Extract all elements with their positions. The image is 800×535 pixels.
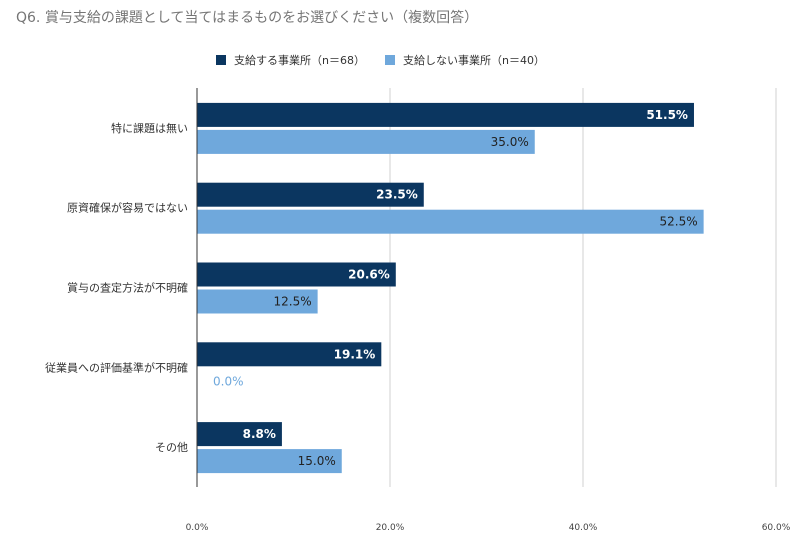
chart-title: Q6. 賞与支給の課題として当てはまるものをお選びください（複数回答） [16, 10, 479, 26]
data-label: 0.0% [213, 374, 244, 388]
bar-series-2 [197, 449, 342, 474]
legend-label: 支給する事業所（n＝68） [234, 54, 365, 67]
legend: 支給する事業所（n＝68） 支給しない事業所（n＝40） [216, 52, 545, 68]
bar-series-1 [197, 262, 396, 287]
data-label: 51.5% [646, 108, 688, 122]
category-label: 従業員への評価基準が不明確 [45, 360, 188, 374]
bar-series-2 [197, 129, 535, 154]
bar-series-1 [197, 102, 694, 127]
bar-series-2 [197, 209, 704, 234]
legend-swatch [216, 55, 226, 65]
bar-series-2 [197, 289, 318, 314]
bar-series-1 [197, 182, 424, 207]
category-label: 特に課題は無い [111, 121, 188, 135]
x-tick-label: 60.0% [762, 523, 791, 533]
data-label: 19.1% [334, 347, 376, 361]
legend-label: 支給しない事業所（n＝40） [402, 54, 545, 67]
x-tick-label: 0.0% [186, 523, 209, 533]
category-label: 賞与の査定方法が不明確 [67, 281, 188, 295]
bar-series-1 [197, 342, 382, 367]
x-tick-label: 20.0% [376, 523, 405, 533]
x-tick-label: 40.0% [569, 523, 598, 533]
data-label: 12.5% [274, 295, 312, 309]
category-label: 原資確保が容易ではない [67, 201, 188, 215]
data-label: 20.6% [348, 268, 390, 282]
legend-swatch [384, 55, 395, 65]
bar-series-1 [197, 422, 282, 447]
legend-item-series-2[interactable]: 支給しない事業所（n＝40） [384, 52, 545, 68]
data-label: 52.5% [660, 215, 698, 229]
data-label: 15.0% [298, 454, 336, 468]
data-label: 8.8% [243, 427, 276, 441]
category-label: その他 [155, 441, 188, 454]
data-label: 23.5% [376, 188, 418, 202]
legend-item-series-1[interactable]: 支給する事業所（n＝68） [216, 52, 365, 68]
data-label: 35.0% [491, 135, 529, 149]
